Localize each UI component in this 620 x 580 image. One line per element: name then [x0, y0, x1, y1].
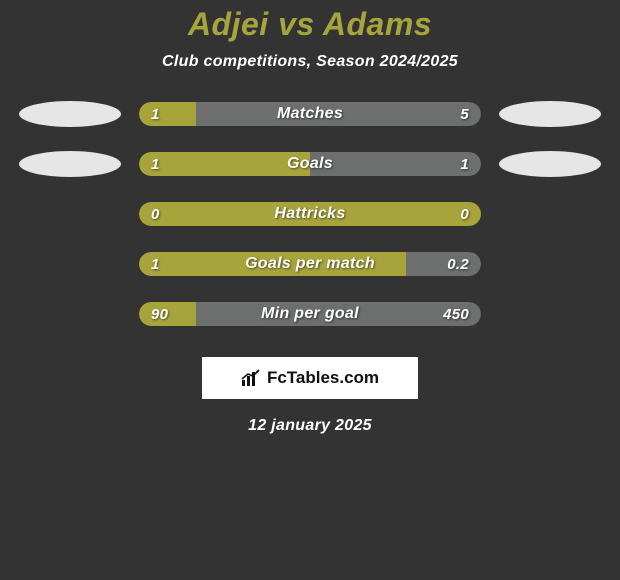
- team-right-badge: [499, 151, 601, 177]
- stat-row: 15Matches: [19, 101, 601, 127]
- stat-label: Min per goal: [139, 302, 481, 326]
- brand-badge[interactable]: FcTables.com: [202, 357, 418, 399]
- stat-bar: 90450Min per goal: [139, 302, 481, 326]
- comparison-infographic: Adjei vs Adams Club competitions, Season…: [0, 0, 620, 580]
- brand-label: FcTables.com: [267, 368, 379, 388]
- stat-label: Goals per match: [139, 252, 481, 276]
- stat-bar: 11Goals: [139, 152, 481, 176]
- stat-label: Goals: [139, 152, 481, 176]
- stat-row: 90450Min per goal: [19, 301, 601, 327]
- team-right-badge: [499, 101, 601, 127]
- stat-row: 00Hattricks: [19, 201, 601, 227]
- page-title: Adjei vs Adams: [188, 6, 432, 43]
- stat-row: 11Goals: [19, 151, 601, 177]
- stat-label: Matches: [139, 102, 481, 126]
- team-left-badge: [19, 101, 121, 127]
- bar-chart-icon: [241, 369, 261, 387]
- snapshot-date: 12 january 2025: [248, 417, 372, 435]
- stat-bar: 00Hattricks: [139, 202, 481, 226]
- stat-label: Hattricks: [139, 202, 481, 226]
- stat-bar: 10.2Goals per match: [139, 252, 481, 276]
- stat-row: 10.2Goals per match: [19, 251, 601, 277]
- stat-bar: 15Matches: [139, 102, 481, 126]
- stats-container: 15Matches 11Goals 00Hattricks 10.2Goals per…: [19, 101, 601, 351]
- page-subtitle: Club competitions, Season 2024/2025: [162, 53, 458, 71]
- team-left-badge: [19, 151, 121, 177]
